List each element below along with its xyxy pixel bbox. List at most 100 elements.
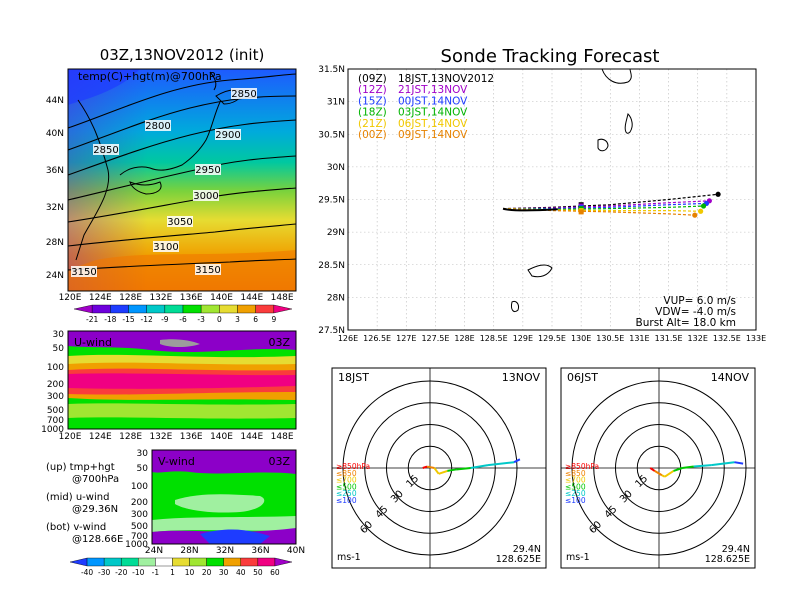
- vwind-colorbar-swatch: [223, 557, 241, 567]
- uwind-time: 03Z: [268, 336, 290, 349]
- hodograph-layer-label: ≤500: [336, 482, 357, 491]
- track-lon-tick: 130E: [571, 334, 591, 343]
- vwind-lat-tick: 36N: [251, 546, 269, 556]
- contour-label-bg: [71, 266, 97, 277]
- hodograph-segment: [661, 474, 666, 478]
- colorbar-swatch: [255, 304, 275, 314]
- vwind-p-tick: 500: [131, 522, 148, 532]
- vwind-colorbar-swatch: [189, 557, 207, 567]
- colorbar-label: -3: [197, 315, 205, 324]
- hodograph-layer-label: ≤500: [565, 482, 586, 491]
- track-lon-tick: 132E: [688, 334, 708, 343]
- colorbar-swatch: [110, 304, 129, 314]
- track-lat-tick: 29.5N: [318, 196, 345, 206]
- track-end-point: [700, 203, 707, 209]
- track-params: VUP= 6.0 m/s VDW= -4.0 m/s Burst Alt= 18…: [636, 295, 736, 329]
- vwind-colorbar-swatch: [274, 557, 293, 567]
- uwind-p-tick: 30: [53, 330, 65, 340]
- vwind-colorbar-label: 1: [170, 568, 175, 577]
- hodograph-layer-label: ≤250: [565, 489, 586, 498]
- contour-label: 2850: [93, 145, 118, 156]
- contour-label-bg: [231, 88, 257, 99]
- vwind-p-tick: 300: [131, 510, 148, 520]
- legend-text: 21JST,13NOV: [398, 84, 468, 96]
- uwind-p-tick: 300: [47, 392, 64, 402]
- hodograph-layer-label: ≤700: [336, 476, 357, 485]
- colorbar-swatch: [200, 304, 220, 314]
- legend-text: 18JST,13NOV2012: [398, 73, 494, 85]
- vwind-colorbar-label: -40: [81, 568, 93, 577]
- hodograph-segment: [711, 461, 735, 467]
- hodograph-time: 06JST: [567, 371, 598, 384]
- legend-code: (09Z): [358, 73, 387, 85]
- vwind-colorbar-swatch: [206, 557, 224, 567]
- vwind-colorbar-label: -1: [152, 568, 160, 577]
- uwind-p-tick: 100: [47, 363, 64, 373]
- track-origin-segment: [502, 207, 558, 212]
- uwind-lon-tick: 148E: [271, 432, 294, 442]
- uwind-lon-ticks: 120E 124E 128E 132E 136E 140E 144E 148E: [59, 432, 294, 442]
- hodograph-layer-label: ≤850: [336, 469, 357, 478]
- hodograph-layer-label: ≤250: [336, 489, 357, 498]
- track-lat-tick: 31N: [327, 98, 345, 108]
- uwind-lon-tick: 120E: [59, 432, 82, 442]
- hodograph-location: 29.4N: [513, 544, 541, 555]
- hodograph-layer-label: ≥850hPa: [336, 462, 370, 471]
- uwind-lon-tick: 128E: [119, 432, 142, 442]
- vwind-time: 03Z: [268, 455, 290, 468]
- note-mid: (mid) u-wind: [46, 492, 109, 503]
- uwind-lon-tick: 144E: [240, 432, 263, 442]
- contour-label: 3150: [71, 267, 96, 278]
- vwind-colorbar-label: 20: [202, 568, 212, 577]
- uwind-lon-tick: 124E: [89, 432, 112, 442]
- panel-notes: (up) tmp+hgt @700hPa (mid) u-wind @29.36…: [46, 462, 123, 545]
- map-lat-tick: 44N: [46, 96, 64, 106]
- track-lon-tick: 128.5E: [480, 334, 508, 343]
- hodograph-segment: [456, 467, 471, 471]
- hodograph-segment: [513, 458, 521, 464]
- track-lon-tick: 127.5E: [421, 334, 449, 343]
- vwind-p-tick: 1000: [125, 540, 148, 550]
- contour-label-bg: [145, 120, 171, 131]
- legend-code: (12Z): [358, 84, 387, 96]
- hodograph-date: 13NOV: [502, 371, 541, 384]
- hodograph-time: 18JST: [338, 371, 369, 384]
- map-lon-tick: 140E: [210, 293, 233, 303]
- track-lon-tick: 127E: [396, 334, 416, 343]
- track-lon-ticks: 126E 126.5E 127E 127.5E 128E 128.5E 129E 129.5E…: [338, 334, 766, 343]
- vwind-label: V-wind: [158, 455, 195, 468]
- track-lines: [502, 191, 721, 218]
- contour-label-bg: [193, 190, 219, 201]
- vwind-colorbar-label: 10: [185, 568, 195, 577]
- vwind-colorbar: -40 -30 -20 -10 -1 1 10 20 30 40 50 60: [69, 557, 293, 577]
- track-lon-tick: 129E: [513, 334, 533, 343]
- note-mid2: @29.36N: [72, 504, 118, 515]
- track-lon-tick: 133E: [746, 334, 766, 343]
- track-grid: [348, 69, 756, 330]
- contour-label: 3150: [195, 265, 220, 276]
- colorbar-swatch: [164, 304, 184, 314]
- track-lat-ticks: 31.5N 31N 30.5N 30N 29.5N 29N 28.5N 28N 27.5N: [318, 65, 345, 336]
- colorbar-label: -21: [86, 315, 98, 324]
- track-end-point: [698, 208, 704, 214]
- map-contour-labels: 2850 2800 2900 2850 2950 3000 3050 3100 3150 3150: [71, 88, 257, 278]
- vwind-colorbar-label: 50: [253, 568, 263, 577]
- track-lon-tick: 126.5E: [363, 334, 391, 343]
- colorbar-swatch: [273, 304, 293, 314]
- note-up2: @700hPa: [72, 474, 119, 485]
- map-lon-tick: 120E: [59, 293, 82, 303]
- legend-code: (18Z): [358, 107, 387, 119]
- map-lat-tick: 28N: [46, 238, 64, 248]
- contour-label-bg: [215, 129, 241, 140]
- colorbar-label: -15: [122, 315, 134, 324]
- track-title: Sonde Tracking Forecast: [441, 46, 660, 67]
- track-lat-tick: 30.5N: [318, 130, 345, 140]
- vwind-colorbar-swatch: [257, 557, 276, 567]
- hodograph-layer-label: ≤850: [565, 469, 586, 478]
- track-lon-tick: 132.5E: [713, 334, 741, 343]
